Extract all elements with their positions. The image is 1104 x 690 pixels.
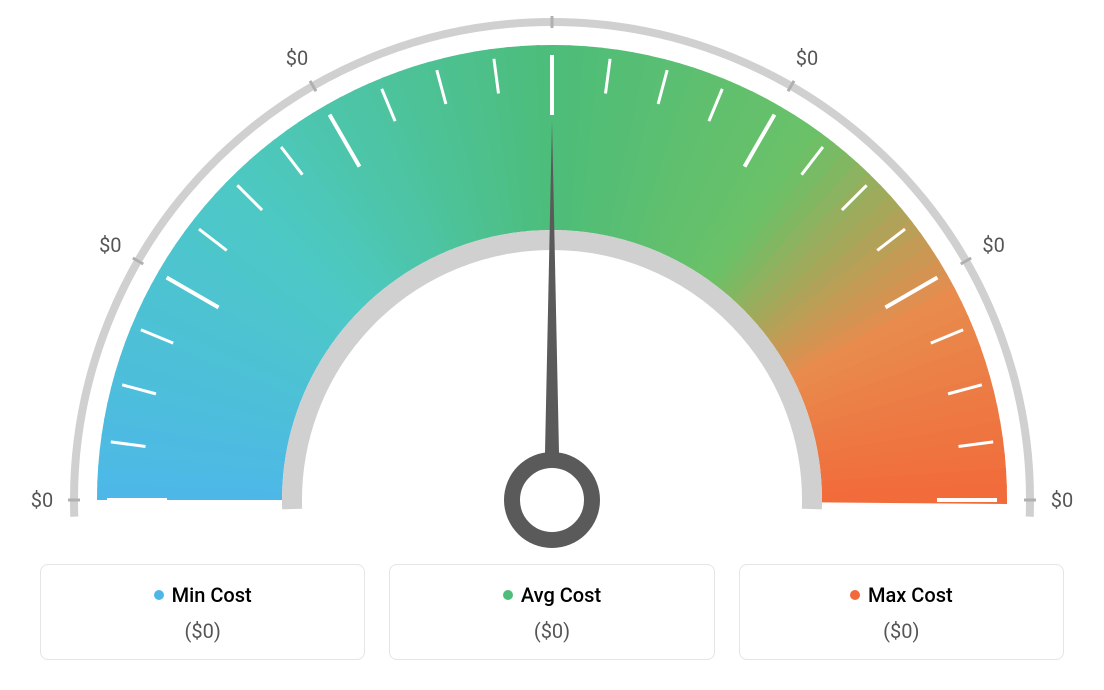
gauge-chart-container: $0 $0 $0 $0 $0 $0 $0 Min Cost ($0) Avg Cost ($…	[0, 0, 1104, 690]
gauge-tick-label: $0	[286, 46, 308, 70]
legend-label-max: Max Cost	[868, 583, 953, 607]
legend-title-min: Min Cost	[154, 583, 252, 607]
legend-card-avg: Avg Cost ($0)	[389, 564, 714, 660]
gauge-area: $0 $0 $0 $0 $0 $0 $0	[0, 0, 1104, 560]
legend-value-avg: ($0)	[400, 619, 703, 643]
legend-dot-avg	[503, 590, 513, 600]
gauge-tick-label: $0	[99, 233, 121, 257]
legend-dot-min	[154, 590, 164, 600]
legend-card-min: Min Cost ($0)	[40, 564, 365, 660]
gauge-tick-label: $0	[31, 488, 53, 512]
gauge-tick-label: $0	[1051, 488, 1073, 512]
legend-card-max: Max Cost ($0)	[739, 564, 1064, 660]
gauge-tick-label: $0	[982, 233, 1004, 257]
legend-row: Min Cost ($0) Avg Cost ($0) Max Cost ($0…	[40, 564, 1064, 660]
legend-label-avg: Avg Cost	[521, 583, 601, 607]
legend-label-min: Min Cost	[172, 583, 252, 607]
gauge-tick-label: $0	[796, 46, 818, 70]
legend-dot-max	[850, 590, 860, 600]
gauge-svg	[0, 0, 1104, 560]
legend-title-max: Max Cost	[850, 583, 953, 607]
legend-title-avg: Avg Cost	[503, 583, 601, 607]
gauge-tick-label: $0	[541, 0, 563, 2]
legend-value-max: ($0)	[750, 619, 1053, 643]
legend-value-min: ($0)	[51, 619, 354, 643]
